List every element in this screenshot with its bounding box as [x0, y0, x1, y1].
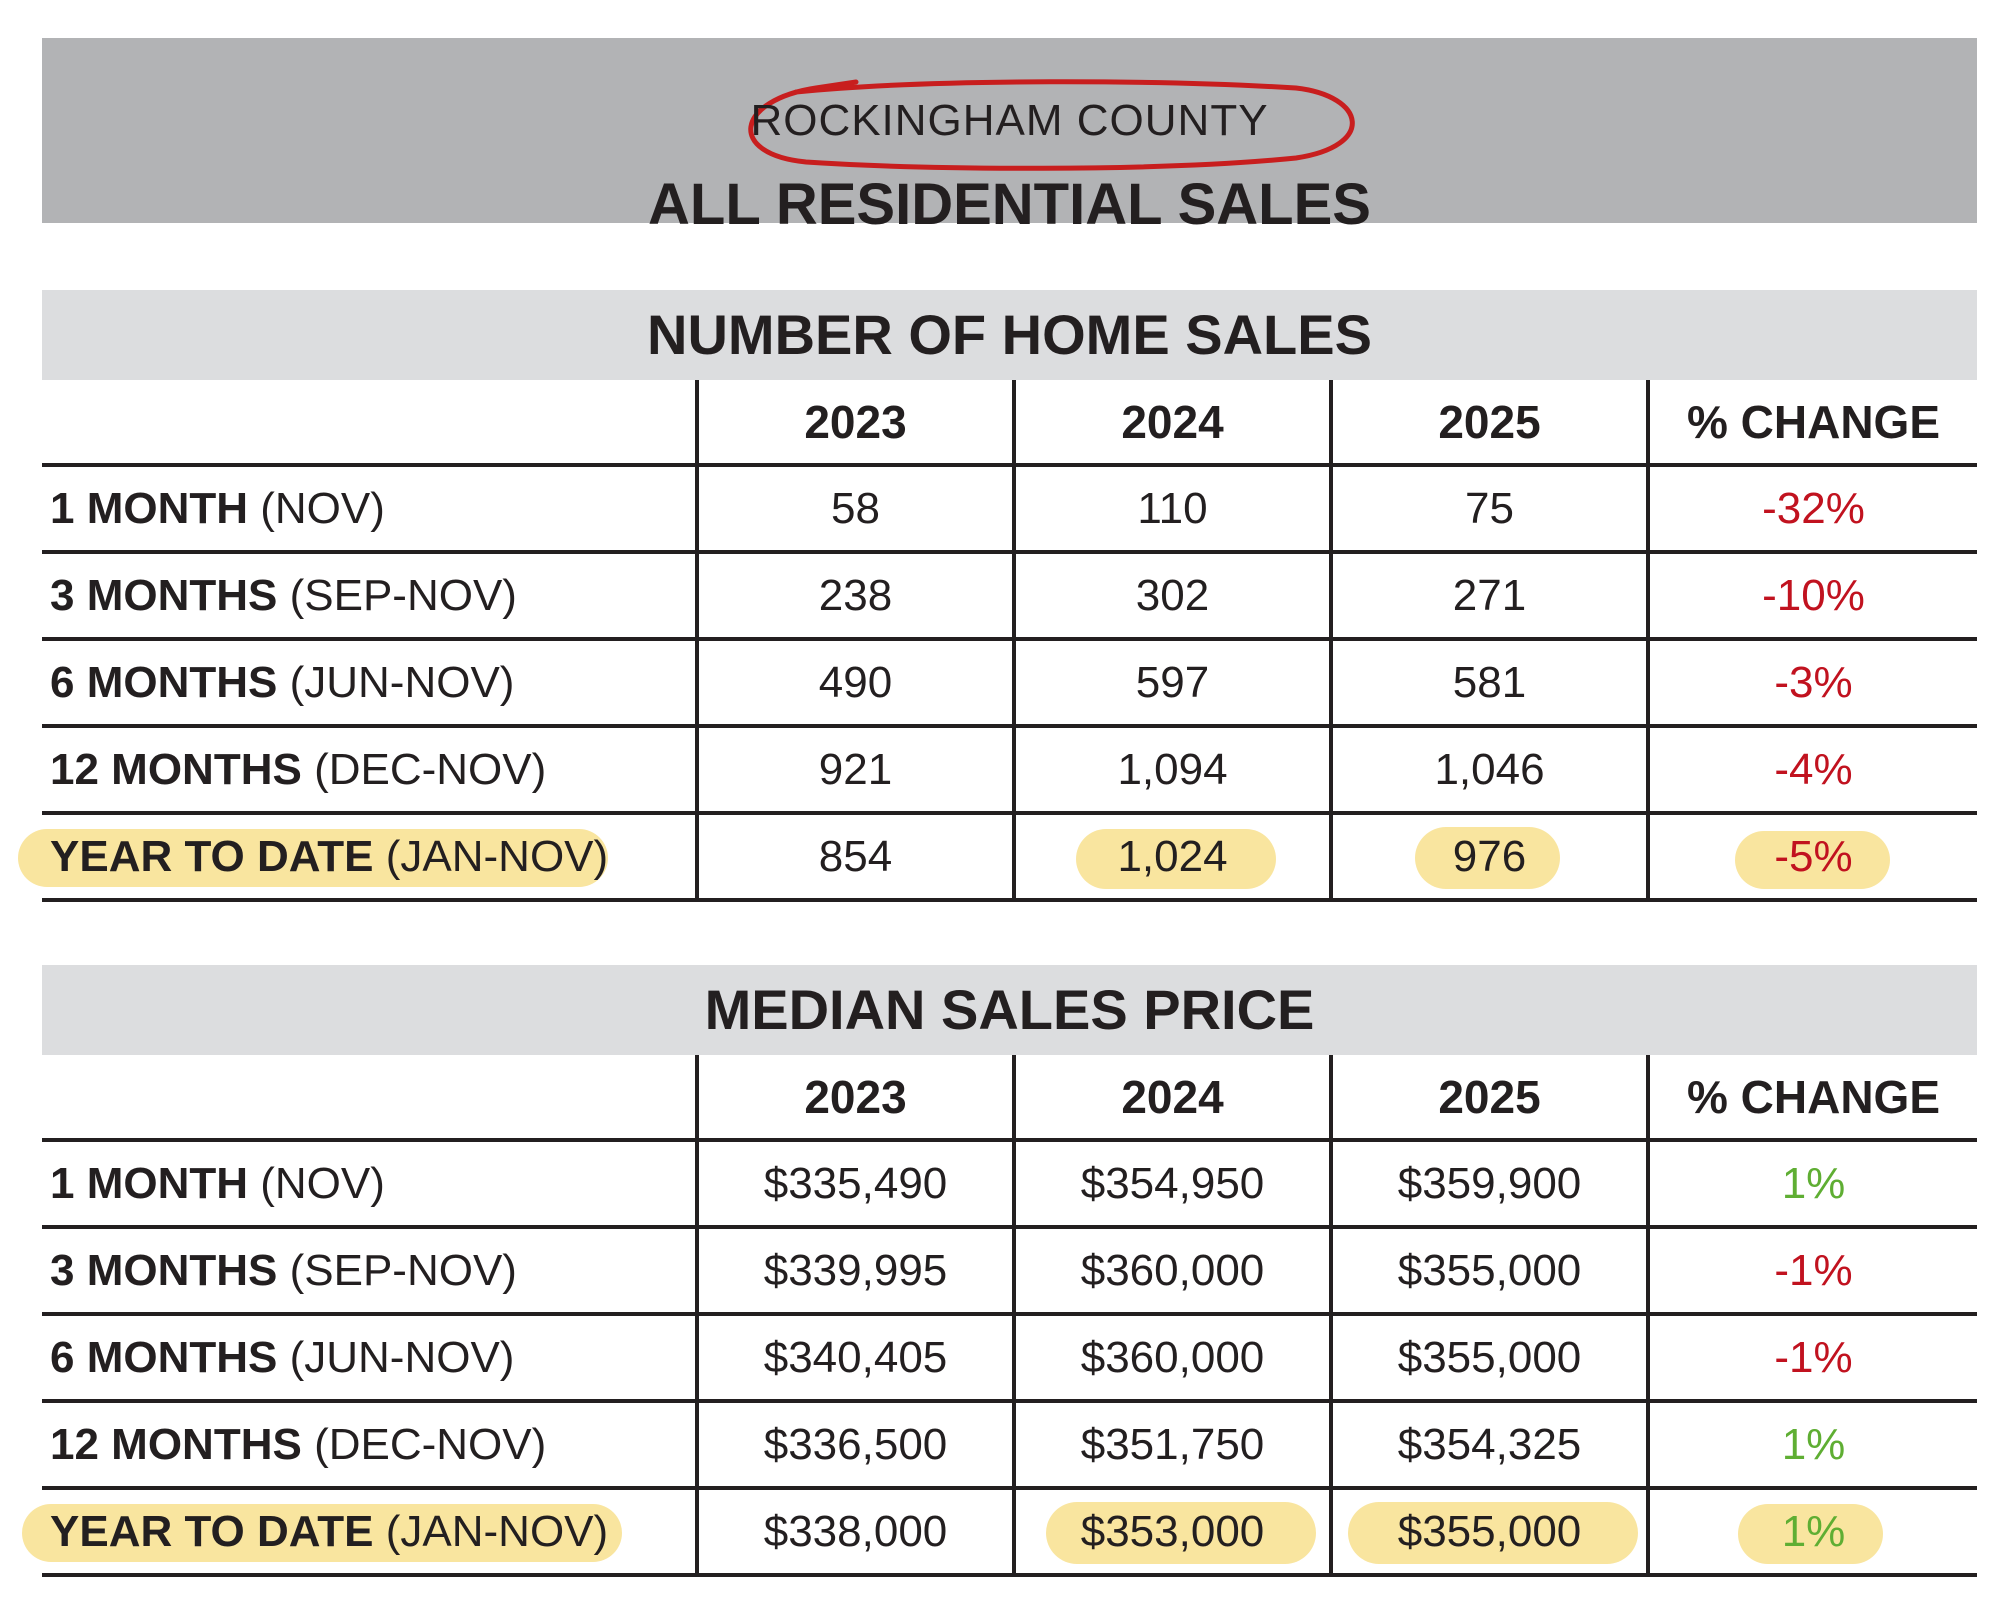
table-row: 3 MONTHS (SEP-NOV) 238 302 271 -10% [42, 552, 1977, 639]
cell-change: -5% [1646, 813, 1977, 900]
cell-2025: $359,900 [1329, 1140, 1648, 1227]
row-label: YEAR TO DATE (JAN-NOV) [22, 1488, 697, 1575]
cell-2025: 976 [1329, 813, 1648, 900]
cell-change: -1% [1646, 1314, 1977, 1401]
col-2025: 2025 [1329, 380, 1648, 465]
home-sales-table: 2023 2024 2025 % CHANGE 1 MONTH (NOV) 58… [18, 380, 1977, 902]
cell-2024: $351,750 [1012, 1401, 1331, 1488]
cell-2023: $338,000 [695, 1488, 1014, 1575]
cell-2025: $355,000 [1329, 1488, 1648, 1575]
cell-2024: 1,094 [1012, 726, 1331, 813]
blank-header [42, 380, 697, 465]
highlight-mark [1735, 831, 1890, 889]
county-name: ROCKINGHAM COUNTY [750, 96, 1269, 145]
highlight-mark [1076, 829, 1276, 889]
col-change: % CHANGE [1646, 380, 1977, 465]
highlight-mark [22, 1504, 622, 1562]
cell-change: -4% [1646, 726, 1977, 813]
cell-change: -10% [1646, 552, 1977, 639]
cell-2024: $360,000 [1012, 1314, 1331, 1401]
header-banner: ROCKINGHAM COUNTY ALL RESIDENTIAL SALES [42, 38, 1977, 237]
cell-change: -3% [1646, 639, 1977, 726]
cell-2025: 581 [1329, 639, 1648, 726]
table-row: 1 MONTH (NOV) 58 110 75 -32% [42, 465, 1977, 552]
table-row-ytd: YEAR TO DATE (JAN-NOV) $338,000 $353,000… [22, 1488, 1977, 1575]
cell-2023: $335,490 [695, 1140, 1014, 1227]
median-price-section: MEDIAN SALES PRICE 2023 2024 2025 % CHAN… [22, 965, 1977, 1577]
cell-2023: 854 [695, 813, 1014, 900]
cell-2024: 597 [1012, 639, 1331, 726]
row-label: 1 MONTH (NOV) [50, 1158, 385, 1208]
cell-2023: 490 [695, 639, 1014, 726]
row-label: 6 MONTHS (JUN-NOV) [50, 657, 515, 707]
col-change: % CHANGE [1646, 1055, 1977, 1140]
cell-2023: 58 [695, 465, 1014, 552]
table-row: 6 MONTHS (JUN-NOV) 490 597 581 -3% [42, 639, 1977, 726]
blank-header [42, 1055, 697, 1140]
table-row: 3 MONTHS (SEP-NOV) $339,995 $360,000 $35… [42, 1227, 1977, 1314]
cell-2024: $354,950 [1012, 1140, 1331, 1227]
home-sales-section: NUMBER OF HOME SALES 2023 2024 2025 % CH… [18, 290, 1977, 902]
col-2024: 2024 [1012, 380, 1331, 465]
cell-2023: $336,500 [695, 1401, 1014, 1488]
cell-2024: 110 [1012, 465, 1331, 552]
cell-change: 1% [1646, 1488, 1977, 1575]
cell-2025: $355,000 [1329, 1314, 1648, 1401]
cell-change: -32% [1646, 465, 1977, 552]
cell-change: -1% [1646, 1227, 1977, 1314]
median-price-table: 2023 2024 2025 % CHANGE 1 MONTH (NOV) $3… [22, 1055, 1977, 1577]
col-2024: 2024 [1012, 1055, 1331, 1140]
cell-change: 1% [1646, 1401, 1977, 1488]
highlight-mark [1415, 827, 1560, 889]
cell-2024: $360,000 [1012, 1227, 1331, 1314]
table-header-row: 2023 2024 2025 % CHANGE [42, 1055, 1977, 1140]
report-title: ALL RESIDENTIAL SALES [648, 172, 1371, 237]
cell-2025: $355,000 [1329, 1227, 1648, 1314]
table-row: 6 MONTHS (JUN-NOV) $340,405 $360,000 $35… [42, 1314, 1977, 1401]
home-sales-title: NUMBER OF HOME SALES [42, 290, 1977, 380]
highlight-mark [1738, 1504, 1883, 1564]
row-label: YEAR TO DATE (JAN-NOV) [18, 813, 697, 900]
col-2023: 2023 [695, 1055, 1014, 1140]
cell-change: 1% [1646, 1140, 1977, 1227]
highlight-mark [1046, 1502, 1316, 1564]
table-row: 1 MONTH (NOV) $335,490 $354,950 $359,900… [42, 1140, 1977, 1227]
median-price-title: MEDIAN SALES PRICE [42, 965, 1977, 1055]
cell-2024: 1,024 [1012, 813, 1331, 900]
col-2023: 2023 [695, 380, 1014, 465]
highlight-mark [18, 829, 608, 887]
red-circle-annotation [748, 79, 1355, 171]
row-label: 1 MONTH (NOV) [50, 483, 385, 533]
cell-2025: 1,046 [1329, 726, 1648, 813]
row-label: 12 MONTHS (DEC-NOV) [50, 744, 547, 794]
cell-2024: $353,000 [1012, 1488, 1331, 1575]
cell-2025: 271 [1329, 552, 1648, 639]
table-row: 12 MONTHS (DEC-NOV) 921 1,094 1,046 -4% [42, 726, 1977, 813]
cell-2023: $340,405 [695, 1314, 1014, 1401]
table-row-ytd: YEAR TO DATE (JAN-NOV) 854 1,024 976 -5% [18, 813, 1977, 900]
cell-2023: $339,995 [695, 1227, 1014, 1314]
cell-2023: 921 [695, 726, 1014, 813]
row-label: 3 MONTHS (SEP-NOV) [50, 1245, 517, 1295]
cell-2023: 238 [695, 552, 1014, 639]
highlight-mark [1348, 1502, 1638, 1564]
cell-2024: 302 [1012, 552, 1331, 639]
table-header-row: 2023 2024 2025 % CHANGE [42, 380, 1977, 465]
row-label: 12 MONTHS (DEC-NOV) [50, 1419, 547, 1469]
row-label: 6 MONTHS (JUN-NOV) [50, 1332, 515, 1382]
cell-2025: 75 [1329, 465, 1648, 552]
table-row: 12 MONTHS (DEC-NOV) $336,500 $351,750 $3… [42, 1401, 1977, 1488]
col-2025: 2025 [1329, 1055, 1648, 1140]
row-label: 3 MONTHS (SEP-NOV) [50, 570, 517, 620]
cell-2025: $354,325 [1329, 1401, 1648, 1488]
